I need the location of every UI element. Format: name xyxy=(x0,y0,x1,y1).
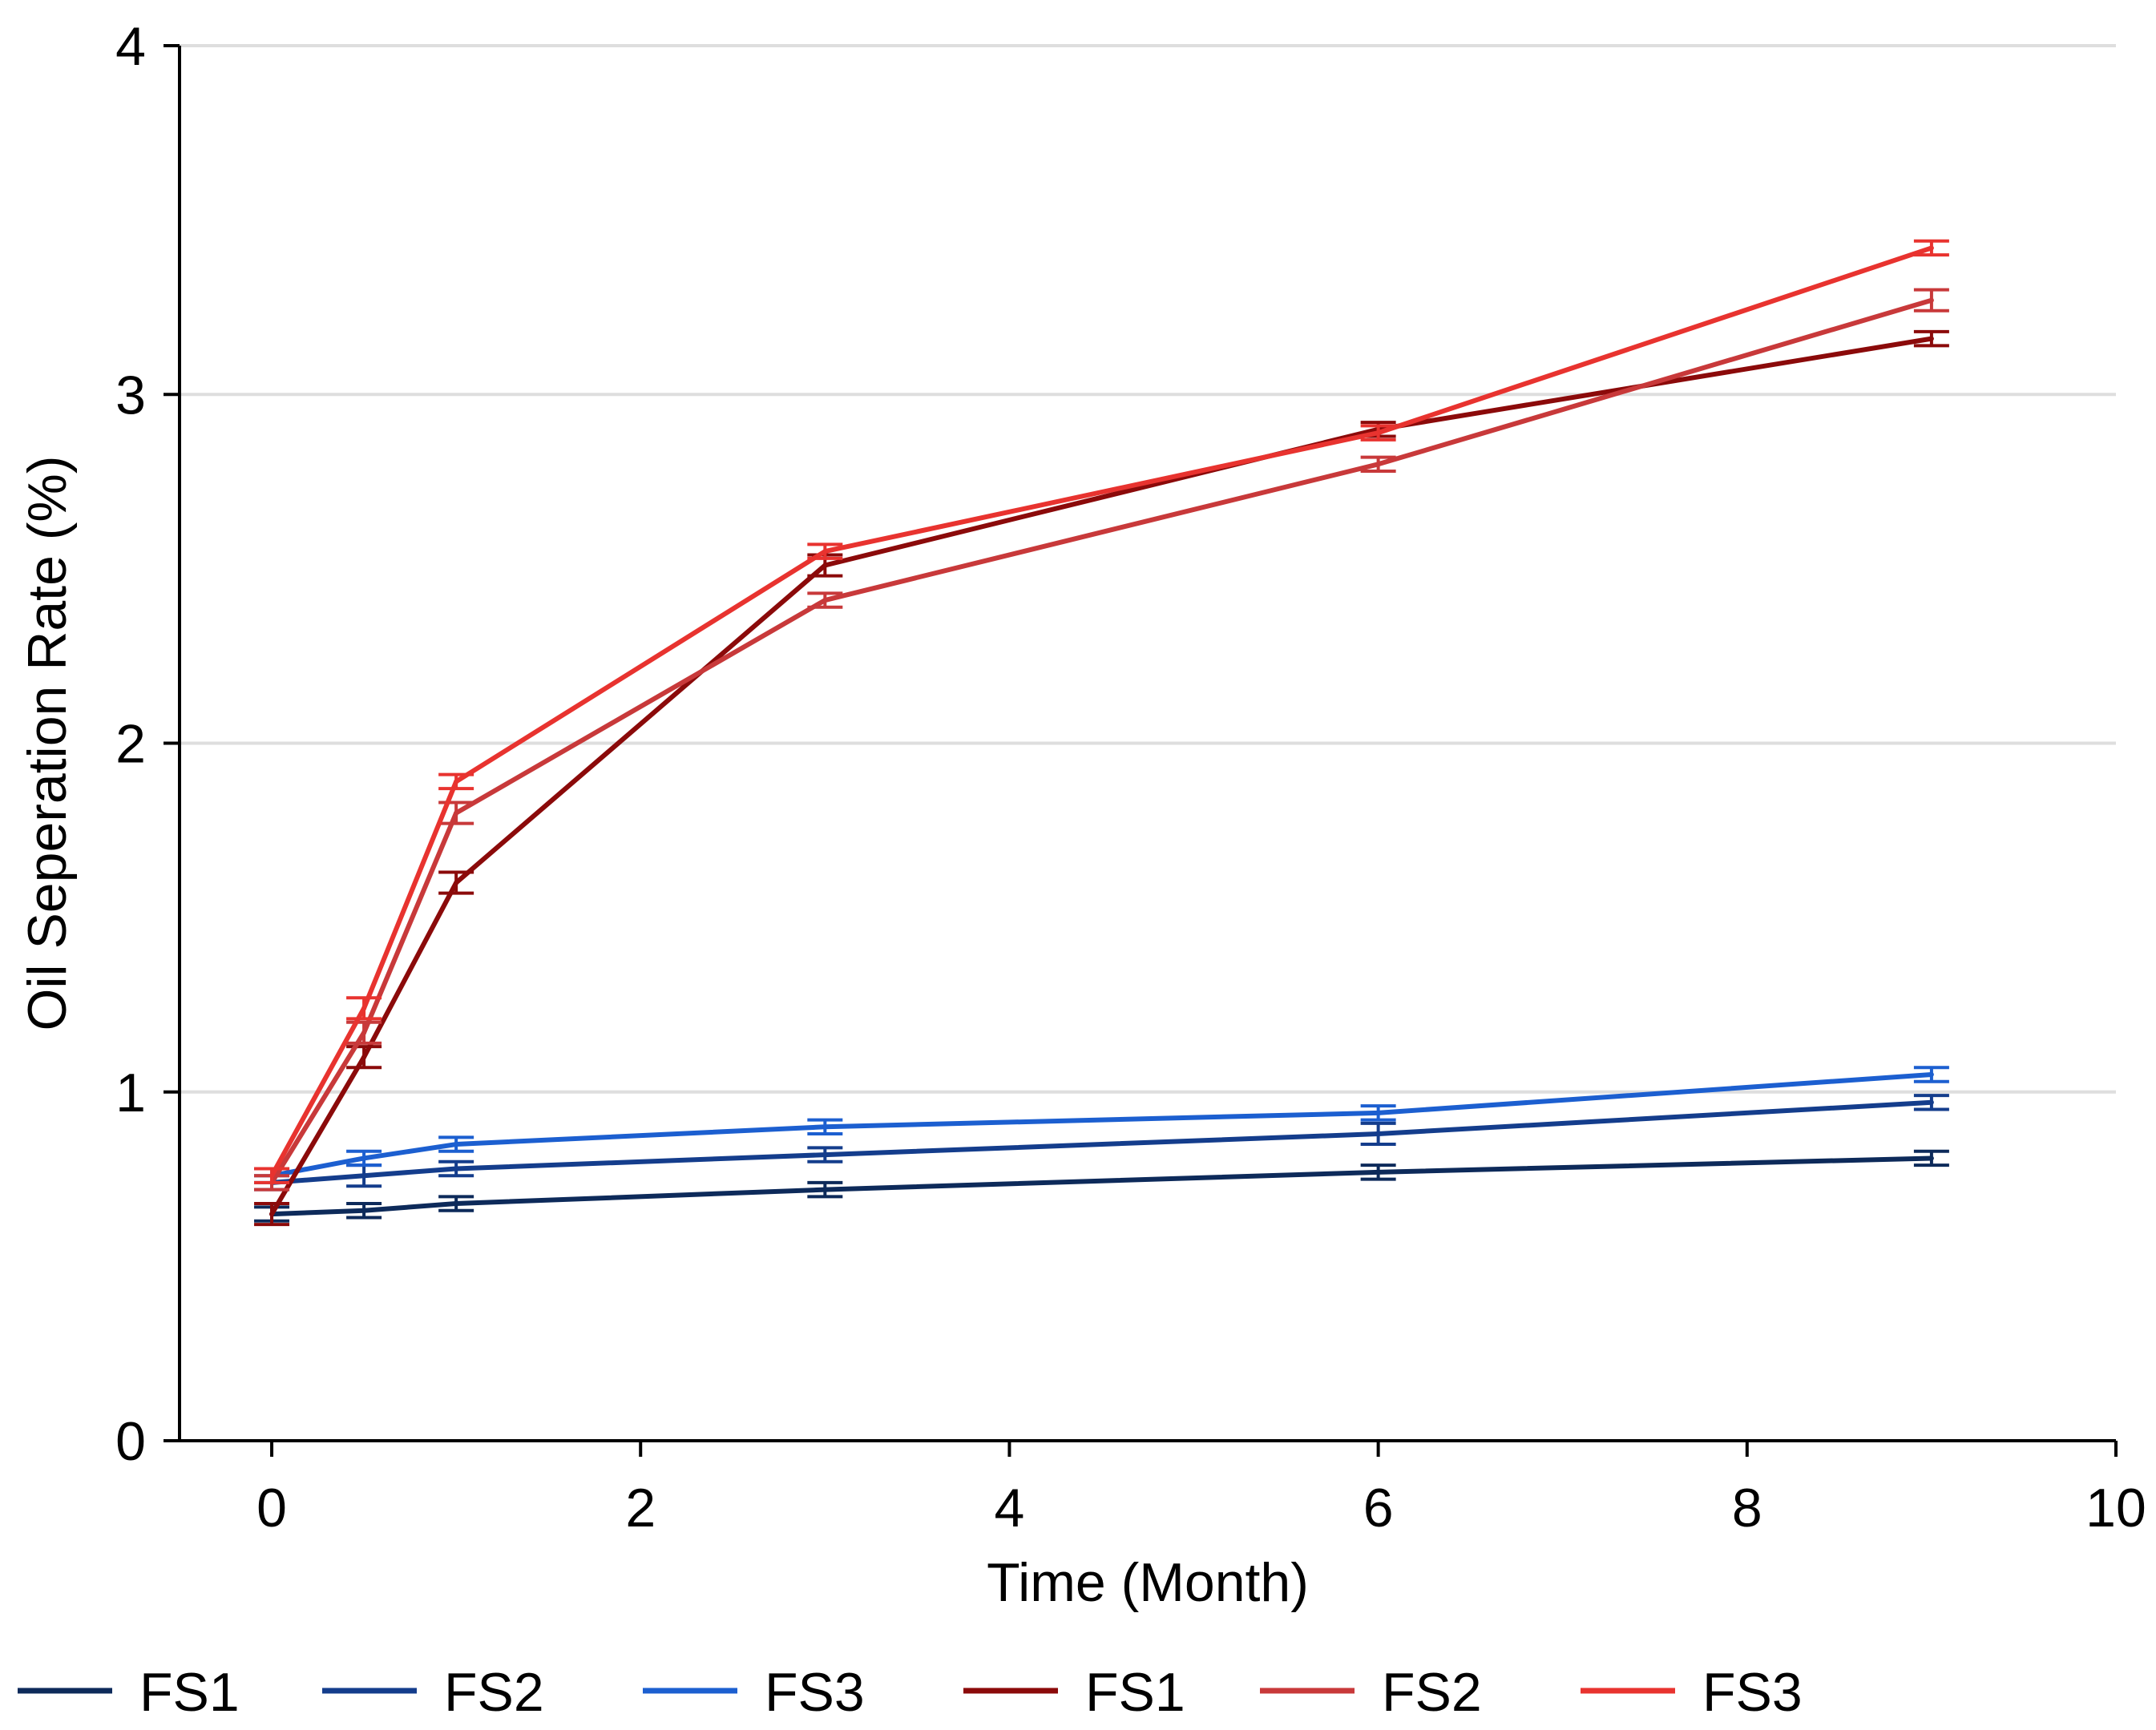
data-point xyxy=(269,1173,275,1179)
data-point xyxy=(361,1155,367,1161)
x-tick-label: 2 xyxy=(625,1478,656,1538)
x-tick-label: 4 xyxy=(995,1478,1025,1538)
data-point xyxy=(1928,1071,1934,1077)
data-point xyxy=(1375,1169,1381,1175)
legend-item: FS3 xyxy=(643,1662,865,1723)
data-point xyxy=(1375,462,1381,467)
series-line xyxy=(271,1071,1932,1179)
series-line xyxy=(269,336,1932,1216)
x-tick-label: 6 xyxy=(1363,1478,1394,1538)
data-point xyxy=(1375,1131,1381,1136)
x-tick-label: 0 xyxy=(256,1478,287,1538)
series-blue-fs1 xyxy=(254,1149,1949,1223)
data-point xyxy=(454,880,459,885)
data-point xyxy=(361,1006,367,1011)
y-tick-label: 2 xyxy=(115,714,146,775)
data-point xyxy=(1375,430,1381,436)
series-line xyxy=(269,245,1932,1177)
data-point xyxy=(822,1124,828,1130)
legend-item: FS2 xyxy=(322,1662,544,1723)
series-line xyxy=(271,1099,1932,1185)
x-tick-label: 10 xyxy=(2085,1478,2146,1538)
legend-label: FS2 xyxy=(444,1662,544,1723)
legend-item: FS1 xyxy=(18,1662,240,1723)
y-tick-label: 4 xyxy=(115,16,146,77)
y-tick-label: 0 xyxy=(115,1411,146,1472)
series-red-fs3 xyxy=(254,239,1949,1184)
data-point xyxy=(1928,297,1934,303)
grid-lines xyxy=(180,44,2116,1094)
legend-item: FS1 xyxy=(963,1662,1185,1723)
data-point xyxy=(454,1201,459,1207)
data-point xyxy=(454,810,459,816)
series-line xyxy=(271,1155,1932,1217)
data-point xyxy=(361,1055,367,1060)
data-point xyxy=(454,779,459,784)
legend-label: FS2 xyxy=(1382,1662,1482,1723)
data-point xyxy=(822,598,828,603)
data-point xyxy=(361,1208,367,1213)
data-point xyxy=(1928,1155,1934,1161)
y-tick-label: 1 xyxy=(115,1063,146,1123)
legend-label: FS1 xyxy=(1085,1662,1185,1723)
series-layer xyxy=(254,239,1949,1227)
legend-label: FS1 xyxy=(139,1662,240,1723)
legend-item: FS3 xyxy=(1581,1662,1803,1723)
axes: 0 1 2 3 4 0 2 4 6 8 10 xyxy=(115,16,2146,1538)
data-point xyxy=(822,1187,828,1192)
series-line xyxy=(269,297,1932,1184)
data-point xyxy=(361,1030,367,1035)
y-tick-label: 3 xyxy=(115,365,146,425)
data-point xyxy=(454,1166,459,1171)
x-tick-label: 8 xyxy=(1732,1478,1762,1538)
legend-label: FS3 xyxy=(765,1662,865,1723)
data-point xyxy=(269,1212,275,1217)
data-point xyxy=(1928,336,1934,341)
series-blue-fs2 xyxy=(254,1094,1949,1192)
data-point xyxy=(454,1142,459,1147)
data-point xyxy=(1928,1099,1934,1105)
data-point xyxy=(822,1152,828,1158)
data-point xyxy=(1375,1110,1381,1115)
series-red-fs2 xyxy=(254,288,1949,1192)
legend-label: FS3 xyxy=(1702,1662,1803,1723)
data-point xyxy=(1928,245,1934,251)
legend-item: FS2 xyxy=(1260,1662,1482,1723)
data-point xyxy=(361,1173,367,1179)
data-point xyxy=(822,563,828,568)
data-point xyxy=(822,549,828,554)
x-axis-title: Time (Month) xyxy=(987,1552,1309,1613)
legend: FS1 FS2 FS3 FS1 FS2 FS3 xyxy=(18,1662,1803,1723)
y-axis-title: Oil Seperation Rate (%) xyxy=(17,455,78,1030)
